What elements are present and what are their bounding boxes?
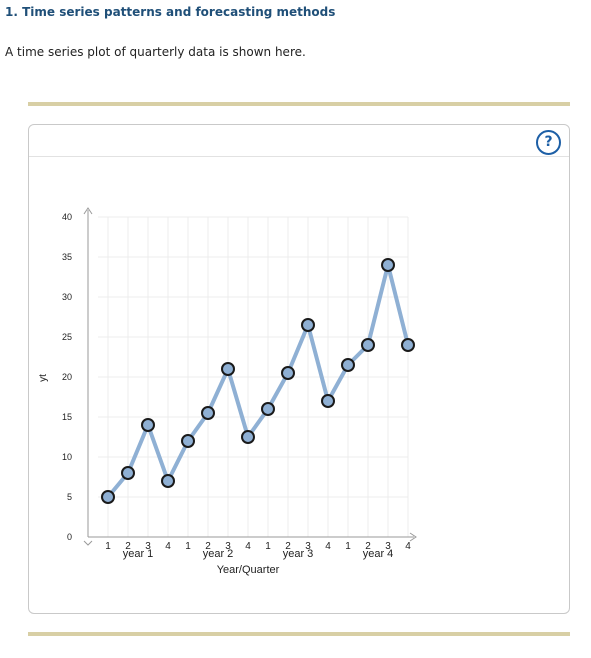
data-point bbox=[181, 434, 195, 448]
x-year-label: year 3 bbox=[283, 548, 314, 560]
y-tick-label: 30 bbox=[62, 292, 72, 302]
data-point bbox=[101, 490, 115, 504]
x-tick-label: 4 bbox=[165, 541, 171, 552]
panel-header-divider bbox=[29, 156, 569, 157]
data-point bbox=[201, 406, 215, 420]
data-point bbox=[361, 338, 375, 352]
x-tick-label: 2 bbox=[285, 541, 291, 552]
y-tick-label: 35 bbox=[62, 252, 72, 262]
top-divider bbox=[28, 102, 570, 106]
bottom-divider bbox=[28, 632, 570, 636]
x-year-label: year 4 bbox=[363, 548, 394, 560]
x-year-label: year 2 bbox=[203, 548, 234, 560]
data-point bbox=[301, 318, 315, 332]
x-tick-label: 3 bbox=[145, 541, 151, 552]
y-tick-label: 10 bbox=[62, 452, 72, 462]
origin-arrow bbox=[83, 540, 93, 546]
x-tick-label: 3 bbox=[225, 541, 231, 552]
question-circle-icon: ? bbox=[544, 134, 553, 150]
x-axis-arrow bbox=[409, 532, 417, 542]
y-tick-label: 25 bbox=[62, 332, 72, 342]
x-tick-label: 4 bbox=[245, 541, 251, 552]
y-tick-label: 0 bbox=[67, 532, 72, 542]
data-point bbox=[121, 466, 135, 480]
x-tick-label: 4 bbox=[325, 541, 331, 552]
x-tick-label: 3 bbox=[305, 541, 311, 552]
data-point bbox=[221, 362, 235, 376]
x-axis-title: Year/Quarter bbox=[217, 564, 280, 576]
y-tick-label: 15 bbox=[62, 412, 72, 422]
x-tick-label: 1 bbox=[345, 541, 351, 552]
x-tick-label: 2 bbox=[205, 541, 211, 552]
y-axis-title: yt bbox=[38, 374, 49, 382]
x-tick-label: 2 bbox=[125, 541, 131, 552]
page-title: 1. Time series patterns and forecasting … bbox=[5, 5, 336, 19]
x-tick-label: 1 bbox=[105, 541, 111, 552]
data-point bbox=[281, 366, 295, 380]
data-point bbox=[381, 258, 395, 272]
x-tick-label: 1 bbox=[265, 541, 271, 552]
data-point bbox=[241, 430, 255, 444]
intro-text: A time series plot of quarterly data is … bbox=[5, 45, 306, 59]
x-tick-label: 2 bbox=[365, 541, 371, 552]
y-tick-label: 20 bbox=[62, 372, 72, 382]
data-point bbox=[341, 358, 355, 372]
data-point bbox=[401, 338, 415, 352]
x-tick-label: 3 bbox=[385, 541, 391, 552]
x-tick-label: 4 bbox=[405, 541, 411, 552]
series-line bbox=[106, 263, 410, 499]
x-year-label: year 1 bbox=[123, 548, 154, 560]
help-button[interactable]: ? bbox=[536, 130, 561, 155]
y-tick-label: 5 bbox=[67, 492, 72, 502]
data-point bbox=[321, 394, 335, 408]
data-point bbox=[141, 418, 155, 432]
y-tick-label: 40 bbox=[62, 212, 72, 222]
x-tick-label: 1 bbox=[185, 541, 191, 552]
data-point bbox=[161, 474, 175, 488]
y-axis-arrow bbox=[83, 207, 93, 215]
data-point bbox=[261, 402, 275, 416]
chart-panel bbox=[28, 124, 570, 614]
